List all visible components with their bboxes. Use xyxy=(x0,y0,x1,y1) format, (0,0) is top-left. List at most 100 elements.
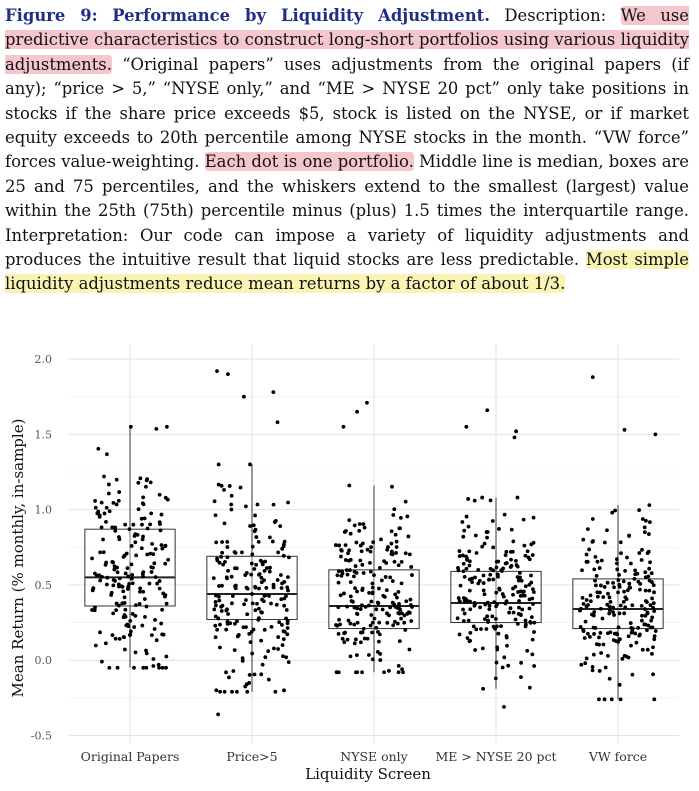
portfolio-dot xyxy=(637,508,642,513)
portfolio-dot xyxy=(285,621,290,626)
portfolio-dot xyxy=(597,566,602,570)
portfolio-dot xyxy=(361,626,366,631)
portfolio-dot xyxy=(487,577,492,582)
portfolio-dot xyxy=(248,524,252,528)
portfolio-dot xyxy=(163,594,167,599)
portfolio-dot xyxy=(617,582,622,587)
portfolio-dot xyxy=(399,611,404,616)
portfolio-dot xyxy=(527,582,532,587)
portfolio-dot xyxy=(629,630,634,635)
portfolio-dot xyxy=(286,660,291,665)
portfolio-dot xyxy=(285,626,290,630)
portfolio-dot xyxy=(257,586,261,591)
portfolio-dot xyxy=(461,534,466,539)
portfolio-dot xyxy=(467,588,472,593)
portfolio-dot xyxy=(347,548,352,553)
portfolio-dot xyxy=(617,611,622,616)
portfolio-dot xyxy=(140,537,145,542)
portfolio-dot xyxy=(348,557,353,562)
portfolio-dot xyxy=(620,656,625,661)
portfolio-dot xyxy=(529,573,533,578)
portfolio-dot xyxy=(345,637,350,642)
portfolio-dot xyxy=(481,581,486,585)
portfolio-dot xyxy=(214,688,219,693)
portfolio-dot xyxy=(380,607,385,612)
portfolio-dot xyxy=(509,527,514,532)
portfolio-dot xyxy=(639,618,644,623)
portfolio-dot xyxy=(638,587,642,592)
portfolio-dot xyxy=(640,647,645,652)
portfolio-dot xyxy=(591,652,596,657)
x-tick-label: NYSE only xyxy=(340,749,408,764)
portfolio-dot xyxy=(285,585,290,590)
outlier-dot xyxy=(365,400,369,405)
portfolio-dot xyxy=(407,647,412,652)
portfolio-dot xyxy=(401,670,405,675)
portfolio-dot xyxy=(614,557,619,562)
portfolio-dot xyxy=(494,590,499,595)
portfolio-dot xyxy=(599,583,603,588)
portfolio-dot xyxy=(528,620,533,624)
portfolio-dot xyxy=(584,656,589,661)
portfolio-dot xyxy=(348,531,353,536)
portfolio-dot xyxy=(584,552,589,557)
iqr-box xyxy=(84,528,176,607)
portfolio-dot xyxy=(233,586,238,591)
portfolio-dot xyxy=(374,607,379,612)
portfolio-dot xyxy=(630,603,635,608)
portfolio-dot xyxy=(264,566,269,570)
portfolio-dot xyxy=(138,476,143,481)
portfolio-dot xyxy=(365,636,370,641)
portfolio-dot xyxy=(285,632,290,637)
portfolio-dot xyxy=(389,541,394,546)
portfolio-dot xyxy=(161,632,166,637)
portfolio-dot xyxy=(153,575,158,580)
portfolio-dot xyxy=(592,632,596,636)
portfolio-dot xyxy=(595,594,600,599)
portfolio-dot xyxy=(480,646,485,651)
portfolio-dot xyxy=(370,585,375,590)
portfolio-dot xyxy=(361,571,366,575)
portfolio-dot xyxy=(275,578,280,582)
portfolio-dot xyxy=(643,599,648,603)
portfolio-dot xyxy=(602,585,607,589)
caption-body-1: “Original papers” uses adjustments from … xyxy=(5,54,689,172)
portfolio-dot xyxy=(463,597,468,601)
portfolio-dot xyxy=(216,594,221,599)
portfolio-dot xyxy=(611,605,616,610)
portfolio-dot xyxy=(642,530,647,535)
portfolio-dot xyxy=(144,651,149,656)
portfolio-dot xyxy=(141,665,146,670)
portfolio-dot xyxy=(486,618,491,623)
portfolio-dot xyxy=(648,560,652,565)
portfolio-dot xyxy=(597,635,601,640)
portfolio-dot xyxy=(583,661,588,666)
portfolio-dot xyxy=(649,571,654,576)
portfolio-dot xyxy=(281,544,286,549)
portfolio-dot xyxy=(345,572,350,577)
portfolio-dot xyxy=(647,566,652,571)
portfolio-dot xyxy=(405,514,410,519)
portfolio-dot xyxy=(261,599,266,604)
portfolio-dot xyxy=(404,599,409,604)
portfolio-dot xyxy=(523,553,528,558)
portfolio-dot xyxy=(164,424,169,429)
portfolio-dot xyxy=(458,583,463,588)
portfolio-dot xyxy=(113,636,118,641)
portfolio-dot xyxy=(216,482,221,487)
portfolio-dot xyxy=(138,589,142,594)
portfolio-dot xyxy=(363,604,368,609)
y-tick-label: -0.5 xyxy=(31,729,52,742)
portfolio-dot xyxy=(348,621,353,626)
portfolio-dot xyxy=(140,571,145,576)
portfolio-dot xyxy=(481,686,486,691)
portfolio-dot xyxy=(642,525,647,530)
portfolio-dot xyxy=(164,654,169,659)
portfolio-dot xyxy=(457,554,462,558)
portfolio-dot xyxy=(252,529,257,534)
portfolio-dot xyxy=(229,574,234,579)
portfolio-dot xyxy=(339,554,343,559)
portfolio-dot xyxy=(585,559,590,564)
portfolio-dot xyxy=(129,544,134,548)
portfolio-dot xyxy=(355,620,360,625)
